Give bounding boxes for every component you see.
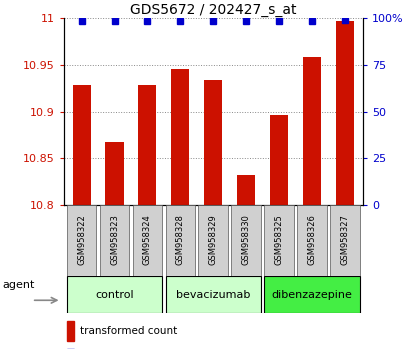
Bar [132,205,162,276]
Bar [263,276,359,313]
Text: GSM958327: GSM958327 [339,214,348,265]
Text: dibenzazepine: dibenzazepine [271,290,351,300]
Bar [67,276,162,313]
Text: GSM958329: GSM958329 [208,214,217,265]
Bar [66,321,74,341]
Bar [165,205,195,276]
Text: GSM958323: GSM958323 [110,214,119,265]
Bar [138,85,156,205]
Text: agent: agent [2,280,34,290]
Bar [105,142,123,205]
Bar [236,175,254,205]
Bar [302,57,320,205]
Bar [99,205,129,276]
Text: GSM958322: GSM958322 [77,214,86,265]
Bar [231,205,260,276]
Text: GSM958325: GSM958325 [274,214,283,265]
Text: transformed count: transformed count [80,326,177,336]
Bar [297,205,326,276]
Bar [269,115,287,205]
Text: control: control [95,290,133,300]
Text: GSM958324: GSM958324 [143,214,152,265]
Text: bevacizumab: bevacizumab [175,290,250,300]
Title: GDS5672 / 202427_s_at: GDS5672 / 202427_s_at [130,3,296,17]
Bar [72,85,90,205]
Text: GSM958328: GSM958328 [175,214,184,265]
Bar [171,69,189,205]
Bar [263,205,293,276]
Bar [335,21,353,205]
Bar [329,205,359,276]
Bar [198,205,227,276]
Bar [66,349,74,354]
Bar [165,276,260,313]
Text: GSM958330: GSM958330 [241,214,250,265]
Text: GSM958326: GSM958326 [307,214,316,265]
Bar [204,80,222,205]
Bar [67,205,96,276]
